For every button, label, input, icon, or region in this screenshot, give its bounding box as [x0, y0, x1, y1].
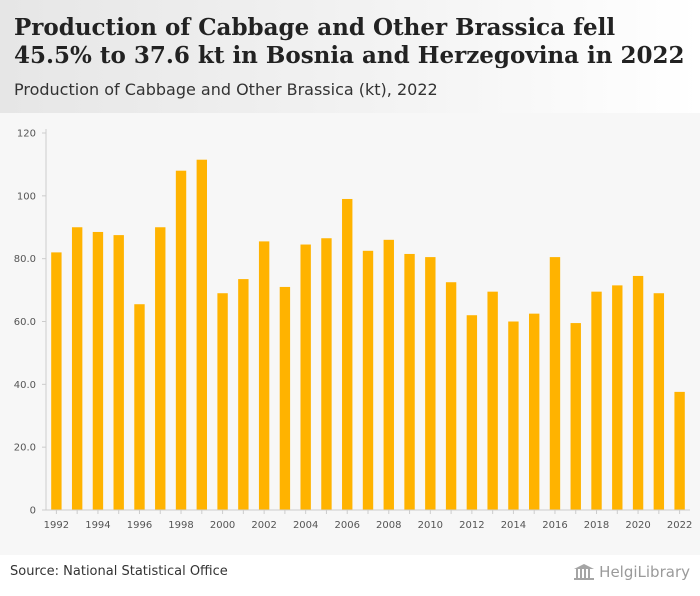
- x-tick-label: 2016: [542, 520, 567, 531]
- bar: [113, 235, 124, 510]
- x-tick-label: 1996: [127, 520, 152, 531]
- bar: [529, 313, 540, 510]
- source-note: Source: National Statistical Office: [10, 564, 228, 579]
- x-tick-label: 2004: [293, 520, 318, 531]
- x-tick-label: 2014: [501, 520, 526, 531]
- x-tick-label: 1998: [168, 520, 193, 531]
- bar: [632, 275, 644, 510]
- bar: [549, 257, 561, 510]
- bar: [508, 321, 519, 510]
- x-tick-label: 2000: [210, 520, 235, 531]
- y-tick-label: 20.0: [14, 443, 36, 454]
- bar: [258, 241, 270, 510]
- bar: [383, 239, 394, 511]
- brand-logo: HelgiLibrary: [573, 561, 690, 583]
- footer: [0, 555, 700, 596]
- bar: [71, 227, 83, 510]
- bar: [466, 315, 478, 510]
- y-tick-label: 100: [17, 191, 36, 202]
- y-tick-label: 120: [17, 129, 36, 140]
- chart-subtitle: Production of Cabbage and Other Brassica…: [14, 80, 438, 99]
- bar: [217, 293, 228, 510]
- bar: [404, 253, 415, 510]
- bar: [487, 291, 498, 510]
- x-tick-label: 2018: [584, 520, 609, 531]
- bar: [134, 304, 145, 510]
- bar: [321, 238, 332, 510]
- y-tick-label: 40.0: [14, 380, 36, 391]
- bar: [445, 282, 457, 510]
- bar: [238, 279, 249, 510]
- bar: [362, 250, 374, 510]
- x-tick-label: 2002: [251, 520, 276, 531]
- y-tick-label: 60.0: [14, 317, 36, 328]
- bar: [196, 159, 207, 510]
- x-tick-label: 2008: [376, 520, 401, 531]
- x-tick-label: 2020: [625, 520, 650, 531]
- bar: [612, 285, 623, 510]
- bar: [425, 257, 436, 510]
- y-tick-label: 0: [30, 506, 36, 517]
- header-band: [0, 0, 700, 113]
- bar: [155, 227, 166, 510]
- bar: [653, 293, 665, 510]
- x-tick-label: 2022: [667, 520, 692, 531]
- x-tick-label: 2012: [459, 520, 484, 531]
- bar: [175, 170, 187, 510]
- x-tick-label: 2010: [418, 520, 443, 531]
- bar: [51, 252, 62, 510]
- bar: [92, 231, 104, 510]
- library-icon: [574, 564, 595, 580]
- bar: [300, 244, 311, 510]
- bar: [570, 323, 581, 510]
- bar: [591, 291, 602, 510]
- x-tick-label: 2006: [334, 520, 359, 531]
- bar: [674, 391, 685, 510]
- x-tick-label: 1994: [85, 520, 110, 531]
- bar: [279, 286, 291, 510]
- bar-chart: 0 20.0 40.0 60.0 80.0 100 120 1992 1994 1996 1998 2…: [14, 129, 693, 532]
- brand-name: HelgiLibrary: [599, 563, 690, 581]
- bar: [342, 198, 353, 510]
- x-tick-label: 1992: [44, 520, 69, 531]
- page-title: Production of Cabbage and Other Brassica…: [14, 14, 685, 69]
- y-tick-label: 80.0: [14, 254, 36, 265]
